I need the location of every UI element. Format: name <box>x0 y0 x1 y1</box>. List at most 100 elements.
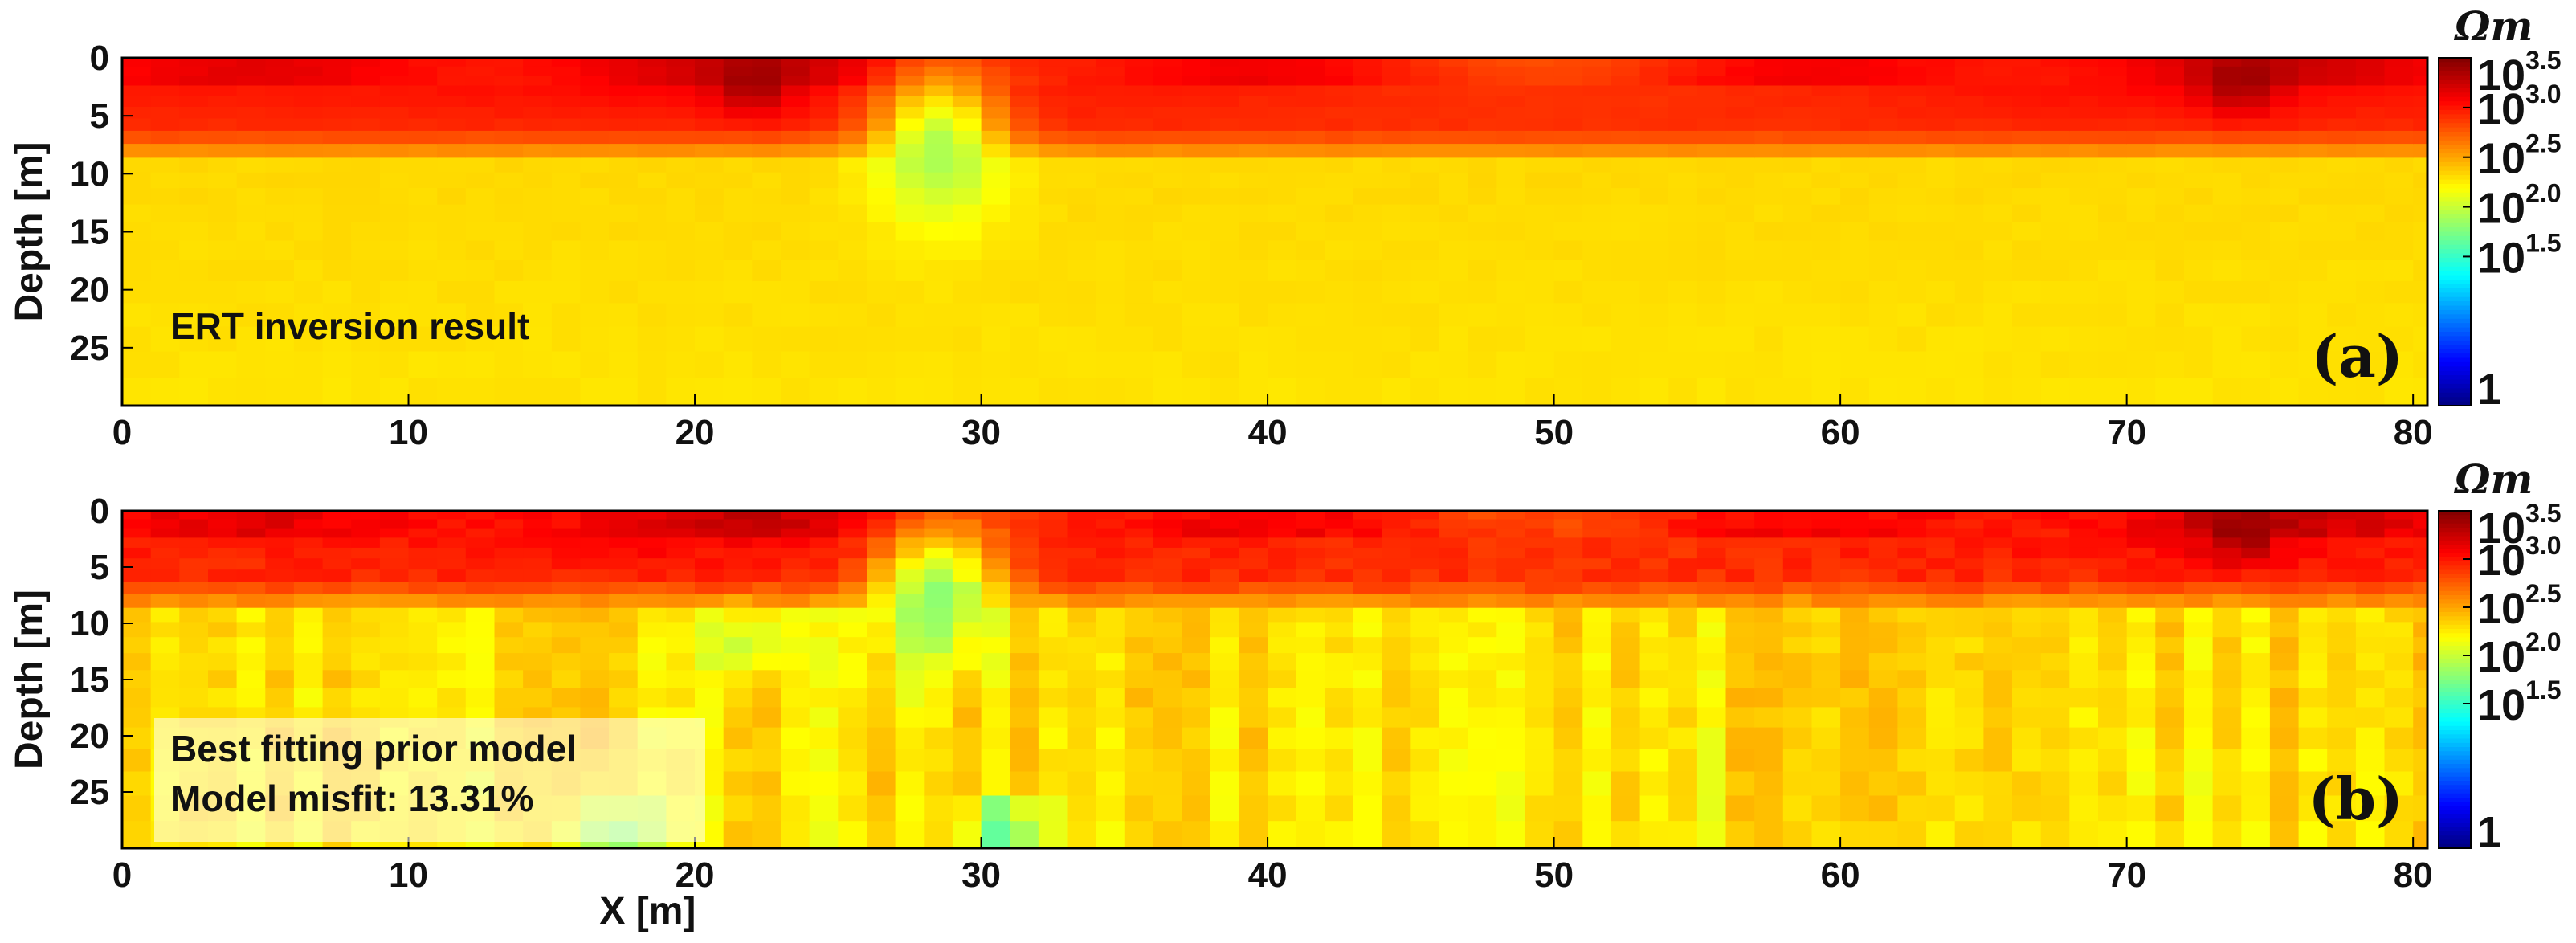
colorbar-step <box>2439 646 2471 651</box>
heatmap-cell <box>1782 280 1813 304</box>
heatmap-cell <box>1954 222 1985 242</box>
heatmap-cell <box>1010 130 1039 145</box>
heatmap-cell <box>1182 821 1211 849</box>
heatmap-cell <box>952 107 982 120</box>
heatmap-cell <box>1525 157 1555 173</box>
heatmap-cell <box>1038 749 1068 773</box>
heatmap-cell <box>1725 351 1755 379</box>
heatmap-cell <box>1325 547 1354 559</box>
heatmap-cell <box>2327 85 2357 97</box>
heatmap-cell <box>1182 240 1211 261</box>
heatmap-cell <box>408 558 438 571</box>
heatmap-cell <box>1496 749 1526 773</box>
heatmap-cell <box>179 622 209 638</box>
heatmap-cell <box>781 547 810 559</box>
heatmap-cell <box>1239 188 1268 206</box>
heatmap-cell <box>1811 58 1841 67</box>
heatmap-cell <box>1010 172 1039 189</box>
heatmap-cell <box>2069 96 2099 108</box>
heatmap-cell <box>867 326 896 353</box>
heatmap-cell <box>981 537 1011 549</box>
heatmap-cell <box>523 670 553 689</box>
heatmap-cell <box>1582 118 1612 132</box>
heatmap-cell <box>437 188 467 206</box>
heatmap-cell <box>2040 303 2071 328</box>
heatmap-cell <box>1754 58 1784 67</box>
x-tick-label: 40 <box>1248 413 1288 452</box>
heatmap-cell <box>1840 795 1870 823</box>
heatmap-cell <box>2298 107 2329 120</box>
heatmap-cell <box>523 222 553 242</box>
heatmap-cell <box>2012 96 2042 108</box>
heatmap-cell <box>379 58 410 67</box>
heatmap-cell <box>1553 76 1584 87</box>
heatmap-cell <box>1668 707 1698 729</box>
heatmap-cell <box>1639 118 1670 132</box>
heatmap-cell <box>2298 66 2329 77</box>
heatmap-cell <box>1067 528 1096 539</box>
heatmap-cell <box>1268 771 1297 797</box>
heatmap-cell <box>322 569 353 582</box>
heatmap-cell <box>1410 727 1440 750</box>
heatmap-cell <box>1926 519 1956 529</box>
heatmap-cell <box>1439 280 1469 304</box>
colorbar-step <box>2439 574 2471 579</box>
heatmap-cell <box>1811 240 1841 261</box>
heatmap-cell <box>379 107 410 120</box>
heatmap-cell <box>2298 204 2329 223</box>
heatmap-cell <box>2269 569 2300 582</box>
heatmap-cell <box>1382 821 1412 849</box>
colorbar-step <box>2439 536 2471 541</box>
colorbar-step <box>2439 323 2471 329</box>
heatmap-cell <box>351 378 381 406</box>
heatmap-cell <box>2298 594 2329 609</box>
heatmap-cell <box>1897 537 1927 549</box>
heatmap-cell <box>981 519 1011 529</box>
heatmap-cell <box>2069 107 2099 120</box>
heatmap-cell <box>2241 303 2271 328</box>
heatmap-cell <box>1067 280 1096 304</box>
heatmap-cell <box>1439 653 1469 671</box>
heatmap-cell <box>2012 240 2042 261</box>
heatmap-cell <box>1639 172 1670 189</box>
heatmap-cell <box>2155 188 2185 206</box>
heatmap-cell <box>2241 280 2271 304</box>
colorbar-step <box>2439 755 2471 761</box>
heatmap-cell <box>1182 172 1211 189</box>
heatmap-cell <box>1410 511 1440 520</box>
heatmap-cell <box>265 569 295 582</box>
heatmap-cell <box>1639 670 1670 689</box>
heatmap-cell <box>1468 727 1498 750</box>
heatmap-cell <box>637 670 667 689</box>
heatmap-cell <box>1153 280 1182 304</box>
heatmap-cell <box>1983 622 2013 638</box>
colorbar-step <box>2439 776 2471 782</box>
heatmap-cell <box>723 378 753 406</box>
heatmap-cell <box>1954 130 1985 145</box>
heatmap-cell <box>1639 749 1670 773</box>
heatmap-cell <box>1582 558 1612 571</box>
heatmap-cell <box>2040 582 2071 595</box>
heatmap-cell <box>322 76 353 87</box>
heatmap-cell <box>2126 771 2157 797</box>
heatmap-cell <box>867 749 896 773</box>
heatmap-cell <box>1439 637 1469 654</box>
heatmap-cell <box>952 795 982 823</box>
heatmap-cell <box>1983 519 2013 529</box>
heatmap-cell <box>895 85 925 97</box>
heatmap-cell <box>2069 707 2099 729</box>
heatmap-cell <box>1325 771 1354 797</box>
heatmap-cell <box>1153 519 1182 529</box>
heatmap-cell <box>809 351 839 379</box>
heatmap-cell <box>1553 107 1584 120</box>
heatmap-cell <box>2155 58 2185 67</box>
heatmap-cell <box>2327 688 2357 708</box>
x-tick-label: 20 <box>676 413 715 452</box>
heatmap-cell <box>1067 547 1096 559</box>
heatmap-cell <box>1038 653 1068 671</box>
heatmap-cell <box>1983 688 2013 708</box>
heatmap-cell <box>208 96 238 108</box>
heatmap-cell <box>1811 130 1841 145</box>
heatmap-cell <box>752 157 782 173</box>
heatmap-cell <box>580 519 610 529</box>
